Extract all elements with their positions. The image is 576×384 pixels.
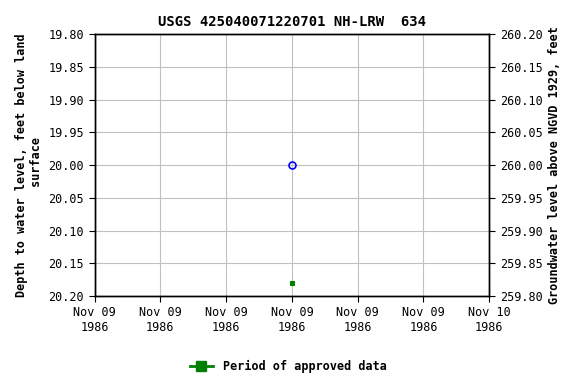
Title: USGS 425040071220701 NH-LRW  634: USGS 425040071220701 NH-LRW 634 [158, 15, 426, 29]
Y-axis label: Groundwater level above NGVD 1929, feet: Groundwater level above NGVD 1929, feet [548, 26, 561, 304]
Y-axis label: Depth to water level, feet below land
 surface: Depth to water level, feet below land su… [15, 33, 43, 297]
Legend: Period of approved data: Period of approved data [185, 356, 391, 378]
